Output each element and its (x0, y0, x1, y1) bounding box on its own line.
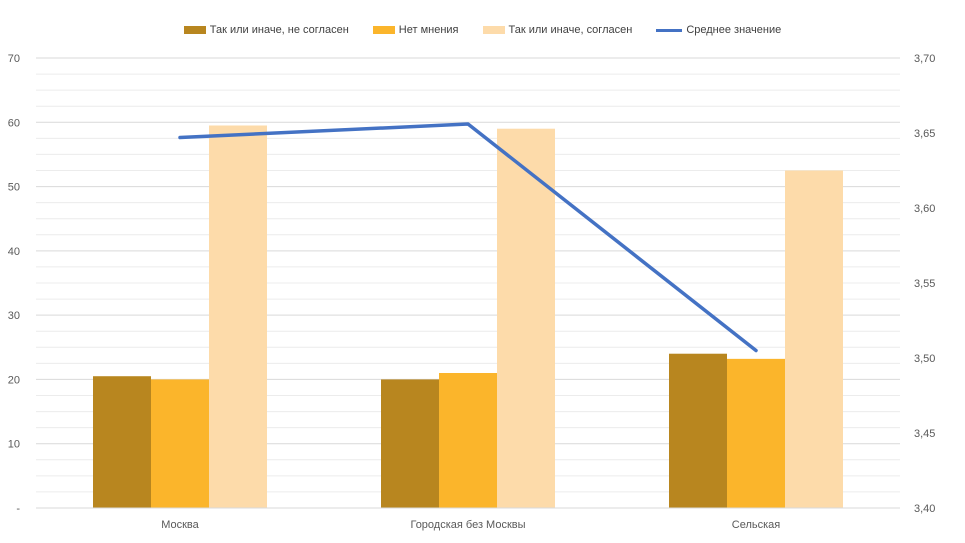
legend-label-average: Среднее значение (686, 24, 782, 36)
y-axis-tick-label: 10 (8, 439, 20, 451)
legend-swatch-agree (482, 26, 505, 34)
legend-swatch-no-opinion (372, 26, 395, 34)
x-axis-category-label: Городская без Москвы (410, 519, 525, 531)
y-axis-tick-label: 30 (8, 310, 20, 322)
legend-item-disagree: Так или иначе, не согласен (183, 24, 349, 36)
bar (151, 379, 209, 508)
y-axis-tick-label: - (16, 503, 20, 515)
y2-axis-tick-label: 3,60 (914, 203, 935, 215)
y2-axis-tick-label: 3,70 (914, 53, 935, 65)
bar (727, 358, 785, 508)
bar (93, 376, 151, 508)
legend-swatch-disagree (183, 26, 206, 34)
legend-label-no-opinion: Нет мнения (398, 24, 459, 36)
legend-item-agree: Так или иначе, согласен (482, 24, 633, 36)
y-axis-tick-label: 60 (8, 117, 20, 129)
x-axis-category-label: Москва (161, 519, 199, 531)
legend-label-agree: Так или иначе, согласен (508, 24, 633, 36)
y2-axis-tick-label: 3,45 (914, 428, 935, 440)
bar (669, 353, 727, 508)
legend-item-average: Среднее значение (656, 24, 781, 36)
legend-swatch-average (656, 28, 683, 32)
y-axis-tick-label: 50 (8, 182, 20, 194)
bar (785, 170, 843, 508)
y2-axis-tick-label: 3,50 (914, 353, 935, 365)
bar (439, 373, 497, 508)
y-axis-tick-label: 20 (8, 374, 20, 386)
legend-item-no-opinion: Нет мнения (372, 24, 459, 36)
y-axis-tick-label: 40 (8, 246, 20, 258)
x-axis-category-label: Сельская (732, 519, 781, 531)
bar (497, 128, 555, 508)
bar (381, 379, 439, 508)
chart-legend: Так или иначе, не согласен Нет мнения Та… (0, 24, 965, 36)
y-axis-tick-label: 70 (8, 53, 20, 65)
y2-axis-tick-label: 3,65 (914, 128, 935, 140)
y2-axis-tick-label: 3,40 (914, 503, 935, 515)
y2-axis-tick-label: 3,55 (914, 278, 935, 290)
average-line (178, 122, 758, 353)
legend-label-disagree: Так или иначе, не согласен (209, 24, 349, 36)
bar (209, 125, 267, 508)
